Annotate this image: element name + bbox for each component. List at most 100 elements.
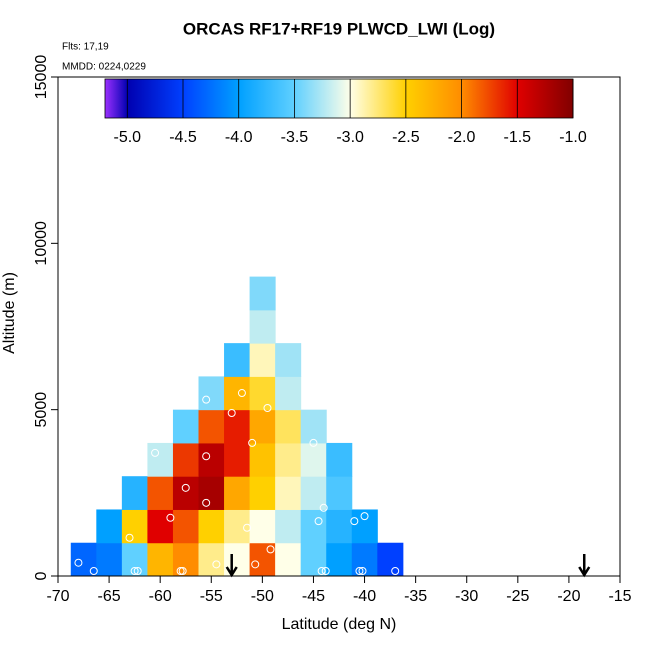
x-tick-label: -35: [404, 588, 427, 605]
heatmap-cell: [326, 542, 353, 577]
heatmap-cell: [224, 542, 251, 577]
heatmap-cell: [377, 542, 404, 577]
heatmap-cell: [249, 509, 276, 544]
x-tick-label: -65: [98, 588, 121, 605]
sample-point: [263, 404, 272, 413]
heatmap-cell: [224, 476, 251, 510]
x-tick-label: -20: [557, 588, 580, 605]
flights-label: Flts: 17,19: [62, 42, 109, 53]
heatmap-cell: [249, 343, 276, 377]
heatmap-cell: [198, 509, 225, 544]
heatmap-cell: [224, 442, 251, 477]
heatmap-cell: [147, 476, 174, 510]
colorbar-tick-label: -3.0: [336, 129, 364, 146]
heatmap-cell: [249, 442, 276, 477]
heatmap-cell: [249, 409, 276, 444]
heatmap-cell: [121, 542, 148, 577]
heatmap-cell: [326, 442, 353, 477]
y-tick-label: 10000: [33, 221, 50, 266]
colorbar-tick-label: -4.5: [169, 129, 197, 146]
heatmap-cell: [198, 376, 225, 411]
heatmap-cell: [249, 542, 276, 577]
sample-point: [350, 517, 359, 526]
sample-point: [335, 425, 343, 434]
heatmap-cell: [96, 542, 123, 577]
heatmap-cell: [351, 509, 378, 544]
colorbar-segment: [405, 79, 462, 118]
colorbar-tick-label: -2.5: [392, 129, 420, 146]
sample-point: [202, 452, 211, 461]
colorbar-tick-label: -2.0: [448, 129, 476, 146]
heatmap-cell: [300, 442, 327, 477]
x-tick-label: -25: [506, 588, 529, 605]
plot-frame: [57, 76, 621, 577]
heatmap-cell: [198, 442, 225, 477]
sample-point: [355, 567, 364, 576]
heatmap-cell: [300, 542, 327, 577]
sample-point: [110, 488, 119, 497]
heatmap-cell: [326, 509, 353, 544]
arrow: [578, 554, 591, 578]
sample-point: [151, 448, 160, 457]
sample-point: [360, 512, 369, 521]
heatmap-cell: [172, 442, 199, 477]
heatmap-cell: [249, 376, 276, 411]
y-tick-label: 0: [33, 571, 50, 580]
heatmap-cell: [300, 409, 327, 444]
sample-point: [125, 533, 134, 542]
heatmap-cell: [326, 476, 353, 510]
sample-point: [321, 567, 330, 576]
y-axis-label: Altitude (m): [1, 272, 18, 354]
sample-point: [181, 483, 190, 492]
y-tick-label: 15000: [33, 55, 50, 100]
x-tick-label: -50: [251, 588, 274, 605]
heatmap-cell: [147, 509, 174, 544]
colorbar-segment: [127, 79, 184, 118]
x-tick-label: -45: [302, 588, 325, 605]
x-tick-label: -30: [455, 588, 478, 605]
heatmap-cell: [172, 509, 199, 544]
sample-point: [166, 513, 175, 522]
sample-point: [89, 567, 98, 576]
colorbar-tick-label: -3.5: [281, 129, 309, 146]
heatmap-cell: [300, 509, 327, 544]
sample-point: [178, 567, 187, 576]
sample-point: [358, 567, 367, 576]
x-tick-label: -70: [46, 588, 69, 605]
heatmap-cell: [224, 509, 251, 544]
sample-point: [74, 558, 83, 567]
x-tick-label: -55: [200, 588, 223, 605]
sample-point: [243, 523, 252, 532]
colorbar-segment: [238, 79, 295, 118]
colorbar-segment: [517, 79, 574, 118]
sample-point: [130, 567, 139, 576]
colorbar-segment: [461, 79, 518, 118]
heatmap-cell: [275, 509, 302, 544]
heatmap-cell: [275, 442, 302, 477]
heatmap-cell: [224, 343, 251, 377]
date-label: MMDD: 0224,0229: [62, 62, 146, 73]
colorbar-tick-label: -1.5: [503, 129, 531, 146]
colorbar-segment: [350, 79, 407, 118]
sample-point: [319, 503, 328, 512]
sample-point: [212, 560, 221, 569]
sample-point: [227, 408, 236, 417]
heatmap-cell: [249, 476, 276, 510]
sample-point: [202, 395, 211, 404]
sample-point: [317, 567, 326, 576]
x-axis-label: Latitude (deg N): [282, 616, 397, 633]
heatmap-cell: [249, 309, 276, 344]
colorbar-tick-label: -1.0: [559, 129, 587, 146]
sample-point: [251, 560, 260, 569]
colorbar-segment: [294, 79, 351, 118]
sample-point: [222, 330, 231, 339]
heatmap-cell: [198, 542, 225, 577]
colorbar-tick-label: -4.0: [225, 129, 253, 146]
arrow: [225, 554, 238, 578]
heatmap-cell: [275, 409, 302, 444]
heatmap-cell: [96, 509, 123, 544]
sample-point: [309, 438, 318, 447]
heatmap-cell: [275, 376, 302, 411]
heatmap-cell: [249, 276, 276, 311]
